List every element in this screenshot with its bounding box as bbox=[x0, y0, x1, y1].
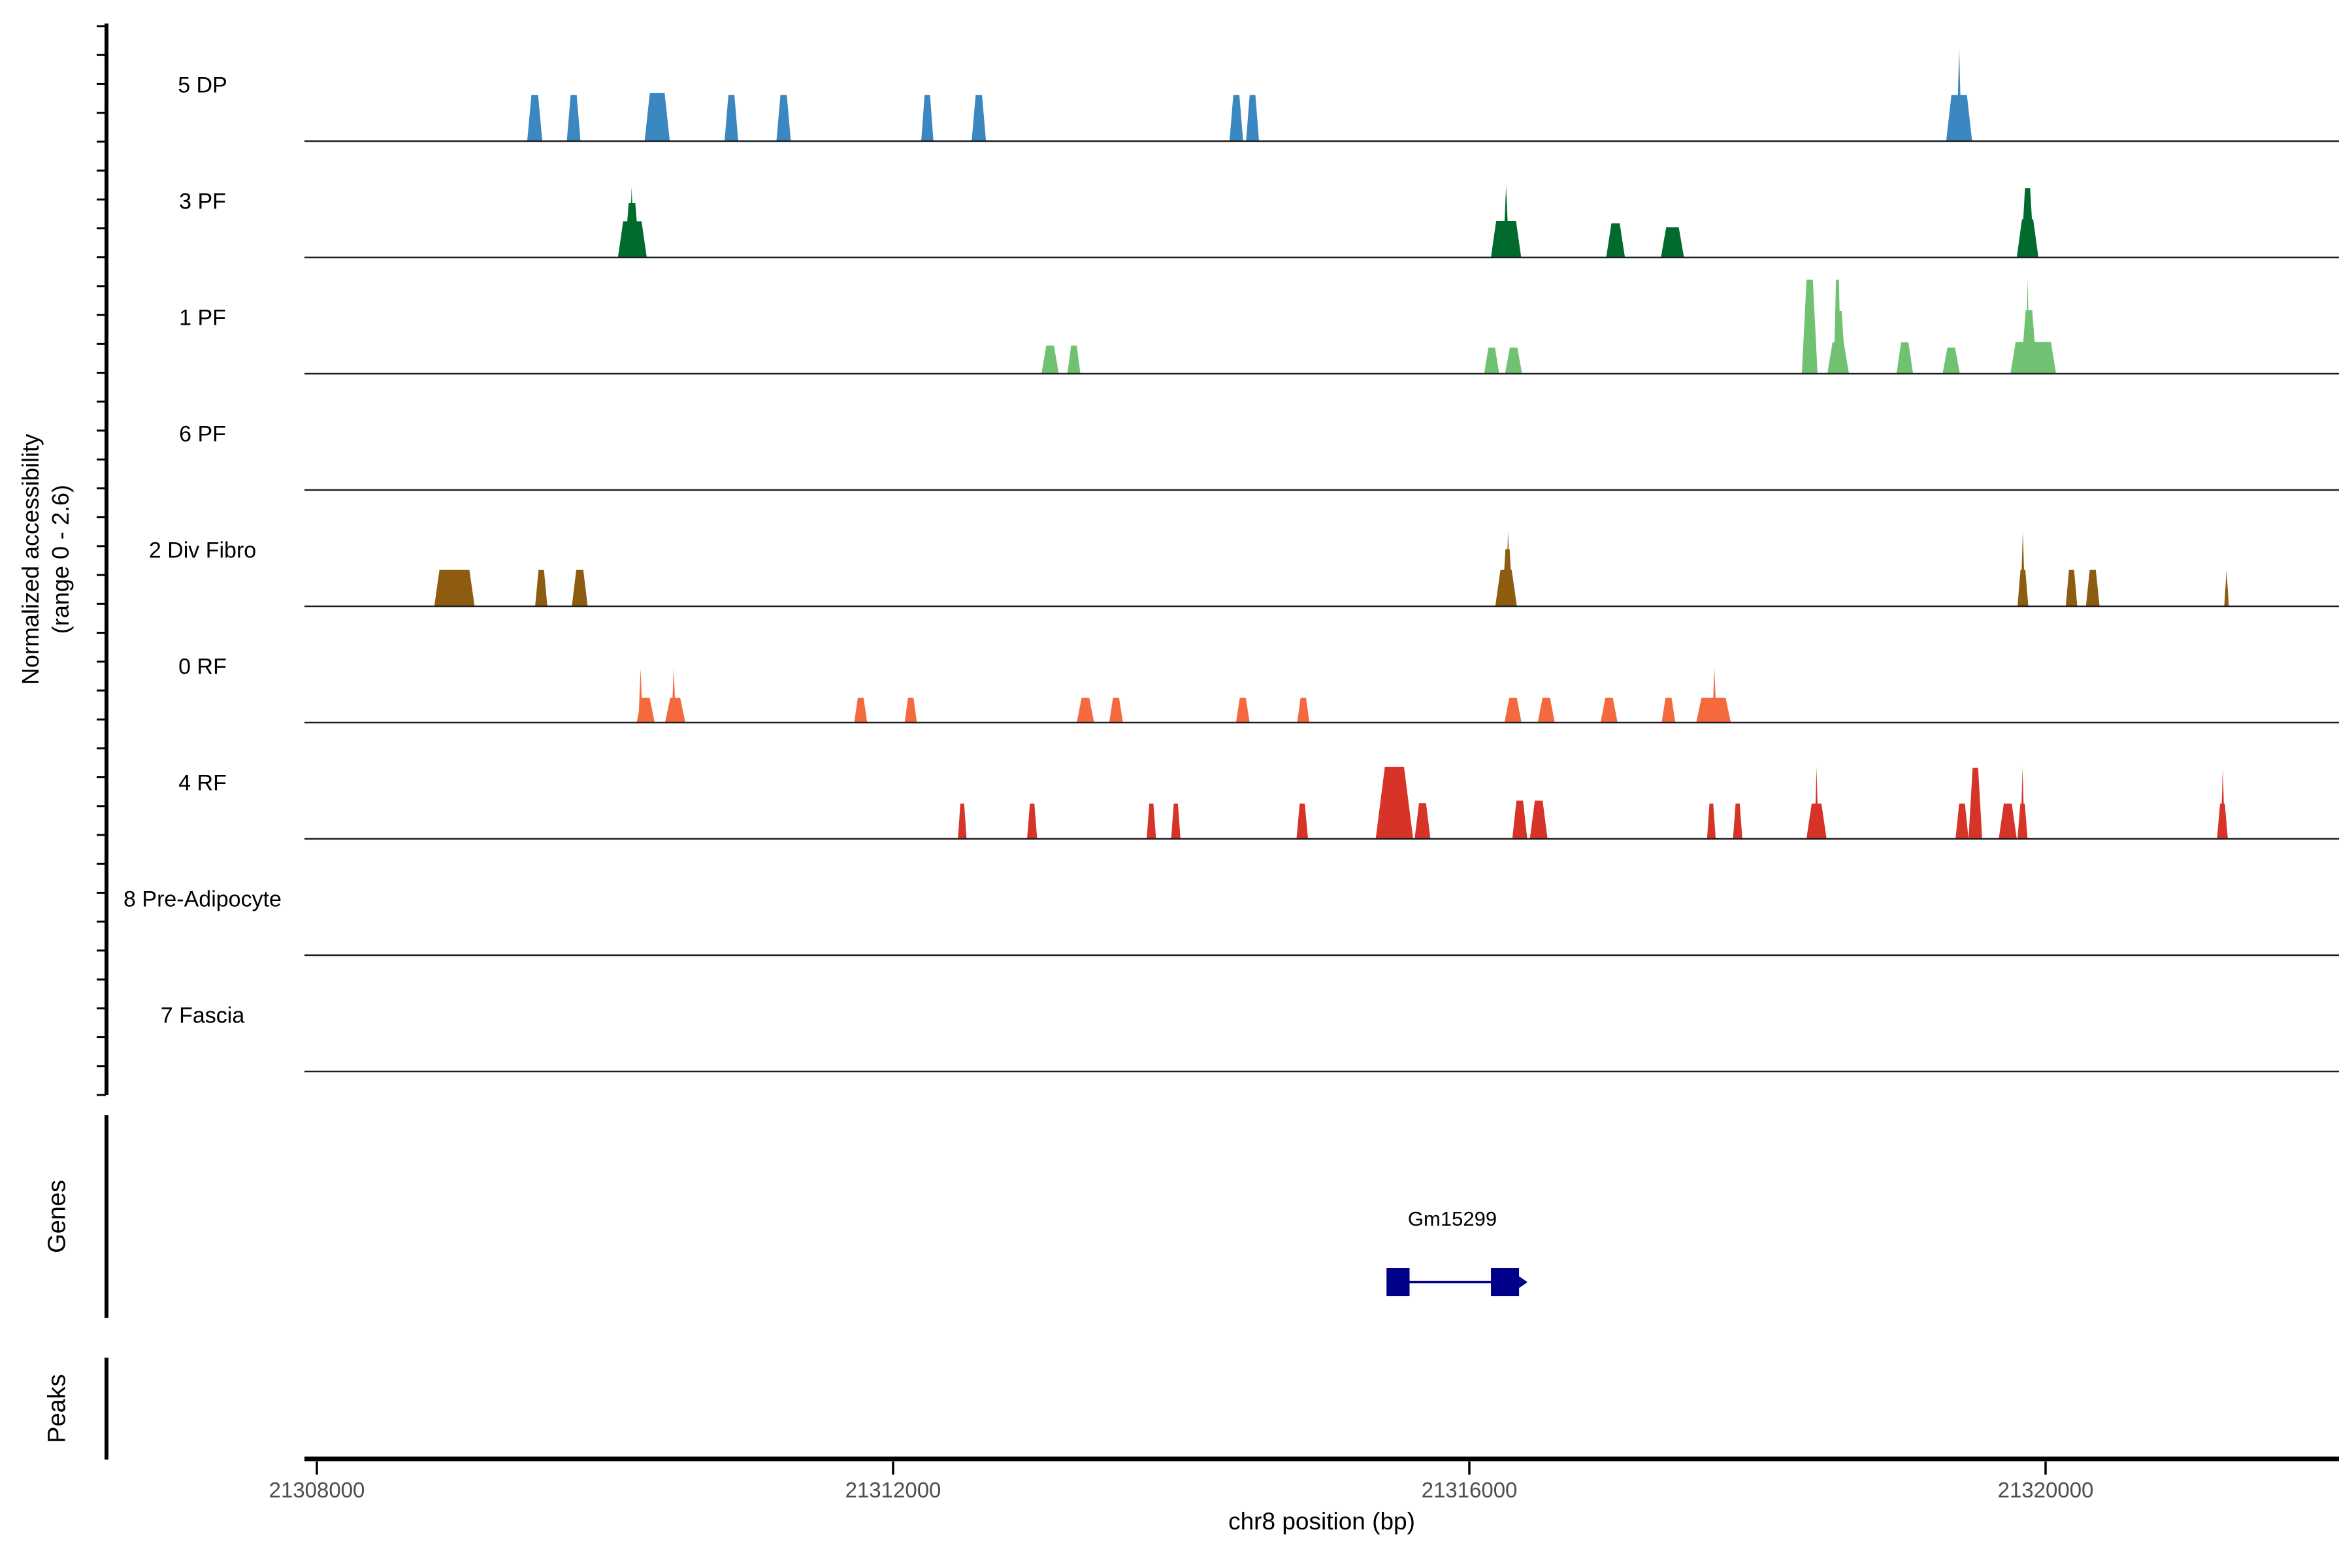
accessibility-peak bbox=[1801, 280, 1818, 374]
track-label-0-rf: 0 RF bbox=[178, 654, 227, 679]
accessibility-peak bbox=[629, 187, 634, 257]
accessibility-peak bbox=[1504, 697, 1522, 723]
track-label-6-pf: 6 PF bbox=[179, 421, 226, 447]
track-label-3-pf: 3 PF bbox=[179, 189, 226, 214]
track-label-8-pre-adipocyte: 8 Pre-Adipocyte bbox=[123, 887, 282, 912]
accessibility-peak bbox=[1707, 803, 1716, 839]
accessibility-peak bbox=[2020, 531, 2025, 606]
accessibility-peak bbox=[434, 570, 475, 606]
accessibility-peak bbox=[1814, 768, 1819, 839]
accessibility-peak bbox=[725, 95, 738, 141]
accessibility-peak bbox=[2224, 570, 2229, 606]
y-axis-label: Normalized accessibility (range 0 - 2.6) bbox=[16, 434, 76, 685]
accessibility-peak bbox=[1606, 223, 1625, 257]
x-axis-tick-label: 21312000 bbox=[845, 1478, 941, 1502]
accessibility-peak bbox=[1537, 697, 1555, 723]
accessibility-peak bbox=[2020, 768, 2025, 839]
accessibility-peak bbox=[854, 697, 868, 723]
accessibility-peak bbox=[1661, 697, 1676, 723]
accessibility-peak bbox=[1375, 766, 1414, 839]
accessibility-peak bbox=[1955, 803, 1969, 839]
accessibility-peak bbox=[1833, 280, 1841, 374]
x-axis-tick-label: 21308000 bbox=[269, 1478, 365, 1502]
accessibility-peak bbox=[1414, 803, 1431, 839]
accessibility-peak bbox=[1600, 697, 1618, 723]
accessibility-peak bbox=[776, 95, 791, 141]
track-label-5-dp: 5 DP bbox=[178, 73, 227, 98]
accessibility-peak bbox=[1512, 800, 1527, 839]
gene-strand-arrow bbox=[1519, 1276, 1528, 1288]
track-label-2-div-fibro: 2 Div Fibro bbox=[148, 538, 257, 563]
accessibility-peak bbox=[535, 570, 547, 606]
accessibility-peak bbox=[527, 95, 543, 141]
accessibility-peak bbox=[2085, 570, 2100, 606]
accessibility-peak bbox=[1529, 800, 1548, 839]
accessibility-peak bbox=[1297, 697, 1310, 723]
accessibility-peak bbox=[972, 95, 987, 141]
accessibility-peak bbox=[1505, 531, 1511, 606]
accessibility-peak bbox=[1246, 95, 1260, 141]
accessibility-peak bbox=[1712, 668, 1717, 723]
x-axis-tick-label: 21316000 bbox=[1421, 1478, 1518, 1502]
x-axis-title: chr8 position (bp) bbox=[1228, 1508, 1415, 1535]
peaks-section-label: Peaks bbox=[43, 1374, 71, 1443]
accessibility-peak bbox=[566, 95, 581, 141]
accessibility-peak bbox=[1733, 803, 1742, 839]
genes-section-label: Genes bbox=[43, 1180, 71, 1253]
accessibility-peak bbox=[1896, 342, 1914, 374]
track-label-4-rf: 4 RF bbox=[178, 770, 227, 796]
accessibility-peak bbox=[644, 93, 670, 141]
accessibility-peak bbox=[1505, 348, 1522, 374]
accessibility-peak bbox=[1109, 697, 1123, 723]
y-axis-label-line1: Normalized accessibility bbox=[17, 433, 44, 685]
accessibility-peak bbox=[1968, 768, 1982, 839]
x-axis-tick-label: 21320000 bbox=[1997, 1478, 2094, 1502]
accessibility-peak bbox=[638, 668, 643, 723]
track-label-7-fascia: 7 Fascia bbox=[160, 1003, 245, 1028]
accessibility-peak bbox=[1503, 186, 1510, 257]
gene-exon bbox=[1491, 1268, 1520, 1296]
accessibility-peak bbox=[2221, 768, 2225, 839]
accessibility-peak bbox=[1171, 803, 1181, 839]
accessibility-peak bbox=[1484, 348, 1499, 374]
accessibility-peak bbox=[1027, 803, 1037, 839]
accessibility-peak bbox=[958, 803, 967, 839]
accessibility-peak bbox=[2065, 570, 2078, 606]
gene-exon bbox=[1386, 1268, 1410, 1296]
accessibility-peak bbox=[1235, 697, 1250, 723]
accessibility-peak bbox=[1999, 803, 2017, 839]
accessibility-peak bbox=[921, 95, 934, 141]
accessibility-peak bbox=[1229, 95, 1243, 141]
accessibility-peak bbox=[2021, 188, 2034, 257]
accessibility-peak bbox=[1956, 48, 1962, 141]
y-axis-label-line2: (range 0 - 2.6) bbox=[47, 484, 74, 634]
accessibility-peak bbox=[904, 697, 917, 723]
accessibility-peak bbox=[1041, 345, 1059, 374]
accessibility-peak bbox=[1067, 345, 1081, 374]
accessibility-peak bbox=[1296, 803, 1309, 839]
accessibility-peak bbox=[1661, 227, 1684, 257]
accessibility-peak bbox=[1147, 803, 1156, 839]
accessibility-peak bbox=[671, 668, 676, 723]
accessibility-peak bbox=[2025, 280, 2030, 374]
gene-name-label: Gm15299 bbox=[1407, 1207, 1497, 1230]
accessibility-peak bbox=[1942, 348, 1960, 374]
accessibility-peak bbox=[1077, 697, 1094, 723]
track-label-1-pf: 1 PF bbox=[179, 305, 226, 331]
accessibility-peak bbox=[572, 570, 588, 606]
